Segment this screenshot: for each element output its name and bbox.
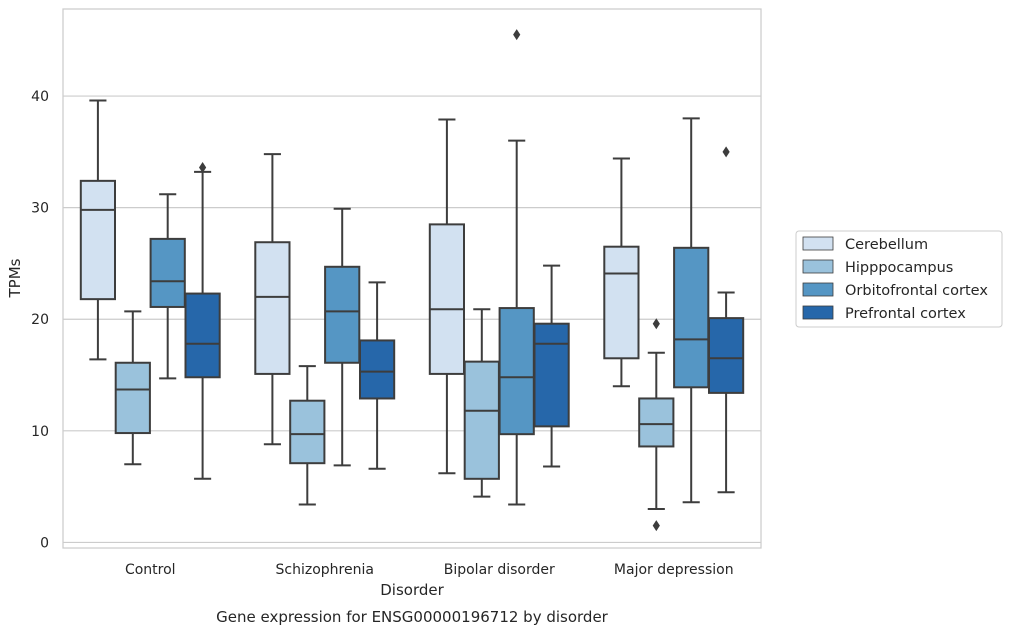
box-2-3	[533, 264, 570, 468]
legend-frame	[795, 230, 1003, 328]
chart-title: Gene expression for ENSG00000196712 by d…	[216, 608, 609, 626]
box-0-0	[79, 99, 117, 361]
box-0-2	[149, 193, 186, 380]
outlier-point	[513, 29, 521, 41]
box-body	[79, 179, 117, 301]
legend-label: Hipppocampus	[845, 260, 953, 276]
x-tick-label: Schizophrenia	[276, 562, 374, 578]
box-3-0	[603, 157, 640, 388]
box-body	[428, 223, 466, 375]
y-tick-label: 0	[40, 535, 49, 551]
x-tick-label: Control	[125, 562, 176, 578]
y-tick-label: 30	[31, 201, 49, 217]
y-tick-label: 20	[31, 312, 49, 328]
box-3-2	[673, 117, 710, 504]
y-tick-label: 10	[31, 424, 49, 440]
legend-label: Prefrontal cortex	[845, 306, 966, 322]
box-1-1	[289, 365, 326, 506]
outlier-point	[652, 318, 660, 330]
box-body	[289, 399, 326, 465]
box-1-3	[358, 281, 396, 470]
y-axis-ticks: 0 10 20 30 40	[31, 89, 49, 551]
box-body	[463, 360, 500, 480]
box-body	[533, 322, 570, 428]
outlier-point	[652, 520, 660, 532]
legend: Cerebellum Hipppocampus Orbitofrontal cort…	[795, 230, 1003, 328]
box-body	[358, 339, 396, 400]
box-1-0	[254, 153, 291, 446]
box-body	[149, 237, 186, 308]
x-tick-label: Major depression	[614, 562, 734, 578]
box-0-1	[114, 310, 151, 466]
box-body	[707, 317, 745, 394]
plot-area: 0 10 20 30 40 Control Schizophrenia Bipolar di…	[31, 8, 762, 578]
x-axis-label: Disorder	[380, 581, 444, 599]
x-axis-ticks: Control Schizophrenia Bipolar disorder Majo…	[125, 562, 734, 578]
box-body	[603, 245, 640, 360]
y-axis-label: TPMs	[6, 258, 24, 298]
box-body	[254, 241, 291, 375]
boxes	[79, 29, 745, 532]
box-body	[673, 246, 710, 389]
outlier-point	[199, 161, 207, 173]
box-body	[498, 307, 535, 436]
box-body	[184, 292, 221, 379]
outlier-point	[722, 146, 730, 158]
legend-swatch	[802, 282, 834, 297]
legend-swatch	[802, 236, 834, 251]
box-2-1	[463, 308, 500, 498]
legend-items: Cerebellum Hipppocampus Orbitofrontal cort…	[802, 236, 988, 322]
box-3-1	[638, 318, 675, 532]
box-3-3	[707, 146, 745, 494]
x-tick-label: Bipolar disorder	[444, 562, 555, 578]
legend-label: Cerebellum	[845, 237, 928, 253]
box-2-0	[428, 118, 466, 475]
box-1-2	[324, 207, 361, 467]
y-tick-label: 40	[31, 89, 49, 105]
box-0-3	[184, 161, 221, 480]
legend-swatch	[802, 305, 834, 320]
legend-label: Orbitofrontal cortex	[845, 283, 988, 299]
box-body	[638, 397, 675, 448]
box-body	[324, 265, 361, 364]
legend-swatch	[802, 259, 834, 274]
box-body	[114, 361, 151, 435]
